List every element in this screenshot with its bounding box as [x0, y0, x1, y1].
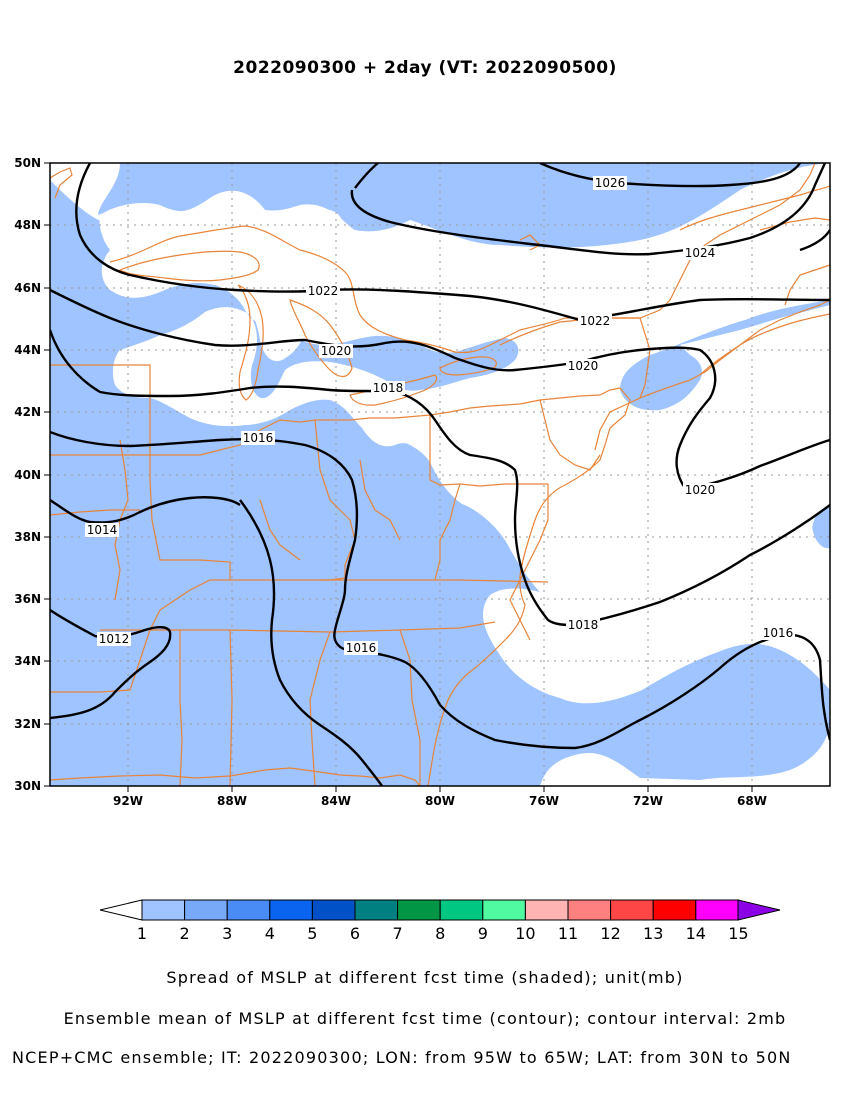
colorbar-label: 2: [180, 924, 190, 943]
lat-label: 40N: [14, 468, 41, 482]
lon-label: 72W: [633, 794, 663, 808]
colorbar-swatch: [652, 899, 697, 921]
caption-shading: Spread of MSLP at different fcst time (s…: [166, 968, 684, 987]
white-area-east: [400, 330, 830, 704]
contour-label-1018-b: 1018: [568, 618, 599, 632]
tick-marks: [44, 162, 753, 792]
colorbar-label: 1: [137, 924, 147, 943]
colorbar-swatch: [397, 899, 441, 921]
colorbar-swatch: [439, 899, 484, 921]
colorbar-swatch: [567, 899, 612, 921]
lat-label: 50N: [14, 156, 41, 170]
lat-label: 36N: [14, 592, 41, 606]
colorbar-swatch: [311, 899, 356, 921]
colorbar-label: 4: [265, 924, 275, 943]
contour-1018-east: [574, 504, 830, 627]
lat-label: 32N: [14, 717, 41, 731]
colorbar-label: 12: [600, 924, 620, 943]
contour-label-1012: 1012: [99, 632, 130, 646]
contour-1012: [50, 609, 172, 720]
contour-label-1024: 1024: [685, 246, 716, 260]
colorbar-swatch: [269, 899, 313, 921]
lon-label: 88W: [217, 794, 247, 808]
contour-1026: [354, 163, 801, 189]
contour-1018-west: [50, 329, 576, 627]
colorbar-swatch: [141, 899, 186, 921]
colorbar-label: 11: [558, 924, 578, 943]
contour-label-1022-b: 1022: [580, 314, 611, 328]
contour-label-1020-b: 1020: [568, 359, 599, 373]
contour-1014: [50, 496, 241, 524]
colorbar-label: 6: [350, 924, 360, 943]
colorbar-label: 10: [515, 924, 535, 943]
contour-1022: [75, 163, 830, 322]
lat-label: 42N: [14, 405, 41, 419]
colorbar-swatch: [184, 899, 228, 921]
lon-label: 84W: [321, 794, 351, 808]
contour-1016-south: [239, 499, 383, 786]
contour-label-1016-c: 1016: [763, 626, 794, 640]
lat-label: 34N: [14, 654, 41, 668]
lat-label: 46N: [14, 281, 41, 295]
lon-label: 68W: [737, 794, 767, 808]
contour-label-1020-a: 1020: [321, 344, 352, 358]
colorbar: 1 2 3 4 5 6 7 8 9 10 11 12 13 14 15: [99, 899, 781, 943]
lon-label: 80W: [425, 794, 455, 808]
colorbar-label: 3: [222, 924, 232, 943]
lat-label: 44N: [14, 343, 41, 357]
map-title: 2022090300 + 2day (VT: 2022090500): [233, 58, 617, 78]
caption-ensemble-info: NCEP+CMC ensemble; IT: 2022090300; LON: …: [12, 1048, 792, 1067]
white-area-great-lakes-north: [99, 197, 343, 274]
colorbar-label: 13: [643, 924, 663, 943]
contour-label-1022-a: 1022: [308, 284, 339, 298]
spread-region-west-south: [50, 163, 830, 411]
contour-label-1026: 1026: [595, 176, 626, 190]
low-spread-areas: [99, 197, 830, 704]
lat-label: 38N: [14, 530, 41, 544]
colorbar-swatch: [610, 899, 654, 921]
lon-label: 76W: [529, 794, 559, 808]
colorbar-low-arrow: [99, 899, 143, 921]
colorbar-label: 15: [728, 924, 748, 943]
colorbar-swatch: [482, 899, 526, 921]
contour-label-1020-c: 1020: [685, 483, 716, 497]
lat-label: 30N: [14, 779, 41, 793]
latitude-labels: 50N 48N 46N 44N 42N 40N 38N 36N 34N 32N …: [14, 156, 41, 793]
contour-1024: [350, 163, 830, 256]
longitude-labels: 92W 88W 84W 80W 76W 72W 68W: [113, 794, 767, 808]
contour-labels: 1026 1024 1022 1022 1020 1020 1020 1018 …: [85, 176, 795, 655]
colorbar-swatch: [226, 899, 271, 921]
colorbar-label: 5: [307, 924, 317, 943]
colorbar-swatch: [524, 899, 569, 921]
colorbar-swatch: [695, 899, 739, 921]
colorbar-label: 8: [435, 924, 445, 943]
contour-label-1016-b: 1016: [346, 641, 377, 655]
lat-label: 48N: [14, 218, 41, 232]
colorbar-high-arrow: [737, 899, 781, 921]
colorbar-label: 7: [393, 924, 403, 943]
colorbar-label: 9: [478, 924, 488, 943]
contour-label-1016-a: 1016: [243, 431, 274, 445]
contour-label-1014: 1014: [87, 523, 118, 537]
colorbar-swatch: [354, 899, 399, 921]
contour-label-1018-a: 1018: [373, 381, 404, 395]
caption-contour: Ensemble mean of MSLP at different fcst …: [63, 1009, 787, 1028]
contour-1020-west: [50, 288, 717, 489]
colorbar-label: 14: [686, 924, 706, 943]
political-borders: [50, 163, 830, 786]
lon-label: 92W: [113, 794, 143, 808]
